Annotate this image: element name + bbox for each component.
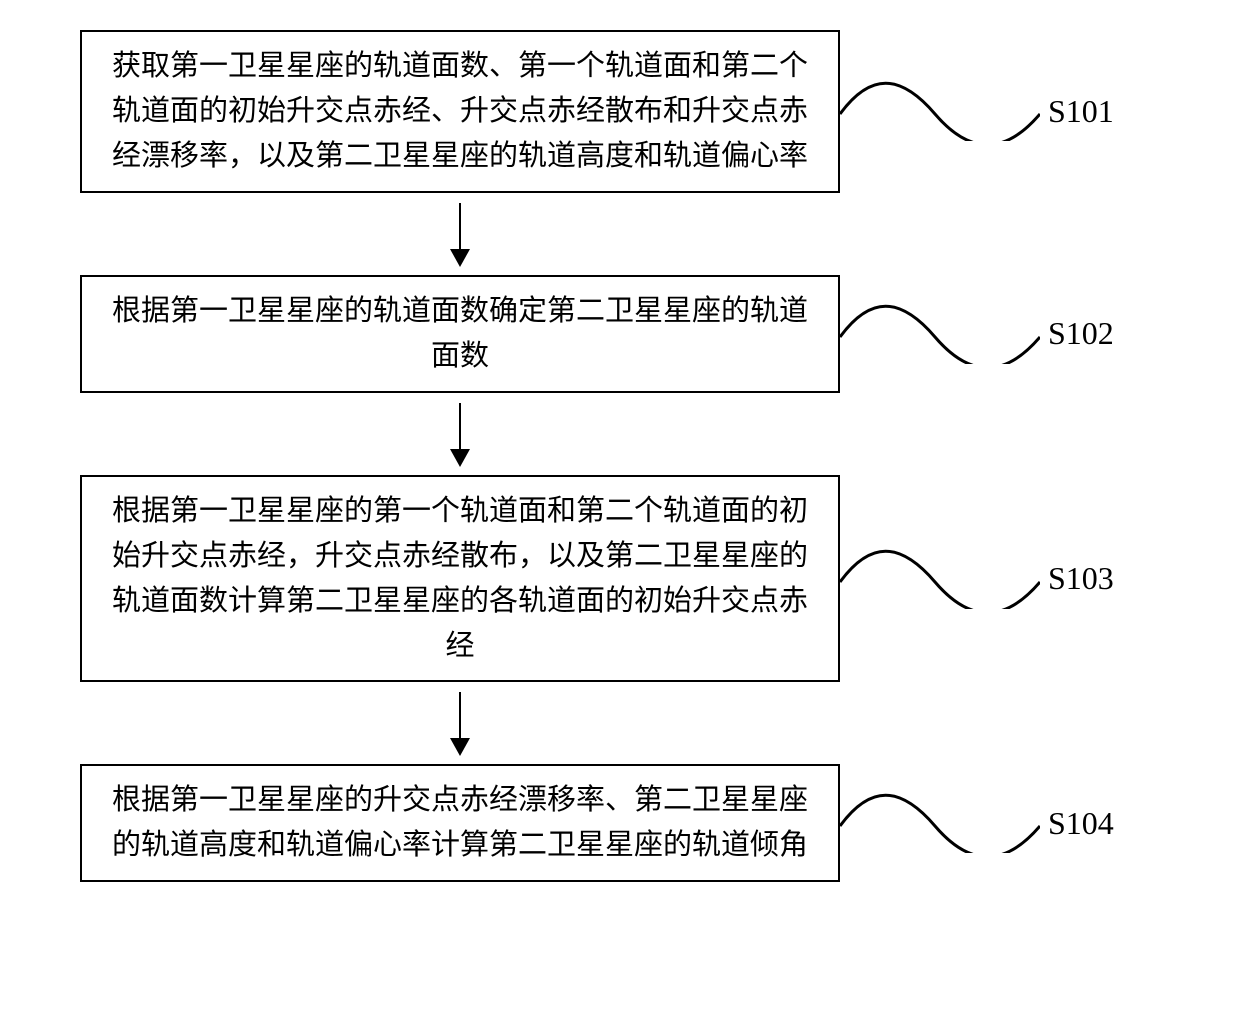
step-box-s102: 根据第一卫星星座的轨道面数确定第二卫星星座的轨道面数	[80, 275, 840, 393]
step-label: S103	[1048, 560, 1114, 597]
step-box-s103: 根据第一卫星星座的第一个轨道面和第二个轨道面的初始升交点赤经，升交点赤经散布，以…	[80, 475, 840, 683]
wave-connector-icon	[840, 81, 1040, 141]
flowchart-container: 获取第一卫星星座的轨道面数、第一个轨道面和第二个轨道面的初始升交点赤经、升交点赤…	[80, 30, 1220, 882]
flowchart-arrow	[80, 393, 840, 475]
step-text: 根据第一卫星星座的第一个轨道面和第二个轨道面的初始升交点赤经，升交点赤经散布，以…	[112, 495, 808, 662]
wave-connector-icon	[840, 304, 1040, 364]
flowchart-row: 获取第一卫星星座的轨道面数、第一个轨道面和第二个轨道面的初始升交点赤经、升交点赤…	[80, 30, 1114, 193]
step-label: S101	[1048, 93, 1114, 130]
arrow-down-icon	[445, 692, 475, 756]
flowchart-arrow	[80, 193, 840, 275]
step-box-s104: 根据第一卫星星座的升交点赤经漂移率、第二卫星星座的轨道高度和轨道偏心率计算第二卫…	[80, 764, 840, 882]
step-side: S103	[840, 549, 1114, 609]
wave-connector-icon	[840, 549, 1040, 609]
step-box-s101: 获取第一卫星星座的轨道面数、第一个轨道面和第二个轨道面的初始升交点赤经、升交点赤…	[80, 30, 840, 193]
step-label: S104	[1048, 805, 1114, 842]
flowchart-row: 根据第一卫星星座的升交点赤经漂移率、第二卫星星座的轨道高度和轨道偏心率计算第二卫…	[80, 764, 1114, 882]
step-text: 获取第一卫星星座的轨道面数、第一个轨道面和第二个轨道面的初始升交点赤经、升交点赤…	[112, 50, 808, 172]
step-text: 根据第一卫星星座的升交点赤经漂移率、第二卫星星座的轨道高度和轨道偏心率计算第二卫…	[112, 784, 808, 861]
step-side: S104	[840, 793, 1114, 853]
flowchart-row: 根据第一卫星星座的轨道面数确定第二卫星星座的轨道面数 S102	[80, 275, 1114, 393]
flowchart-row: 根据第一卫星星座的第一个轨道面和第二个轨道面的初始升交点赤经，升交点赤经散布，以…	[80, 475, 1114, 683]
step-label: S102	[1048, 315, 1114, 352]
flowchart-arrow	[80, 682, 840, 764]
arrow-down-icon	[445, 403, 475, 467]
step-text: 根据第一卫星星座的轨道面数确定第二卫星星座的轨道面数	[112, 295, 808, 372]
step-side: S102	[840, 304, 1114, 364]
wave-connector-icon	[840, 793, 1040, 853]
arrow-down-icon	[445, 203, 475, 267]
step-side: S101	[840, 81, 1114, 141]
